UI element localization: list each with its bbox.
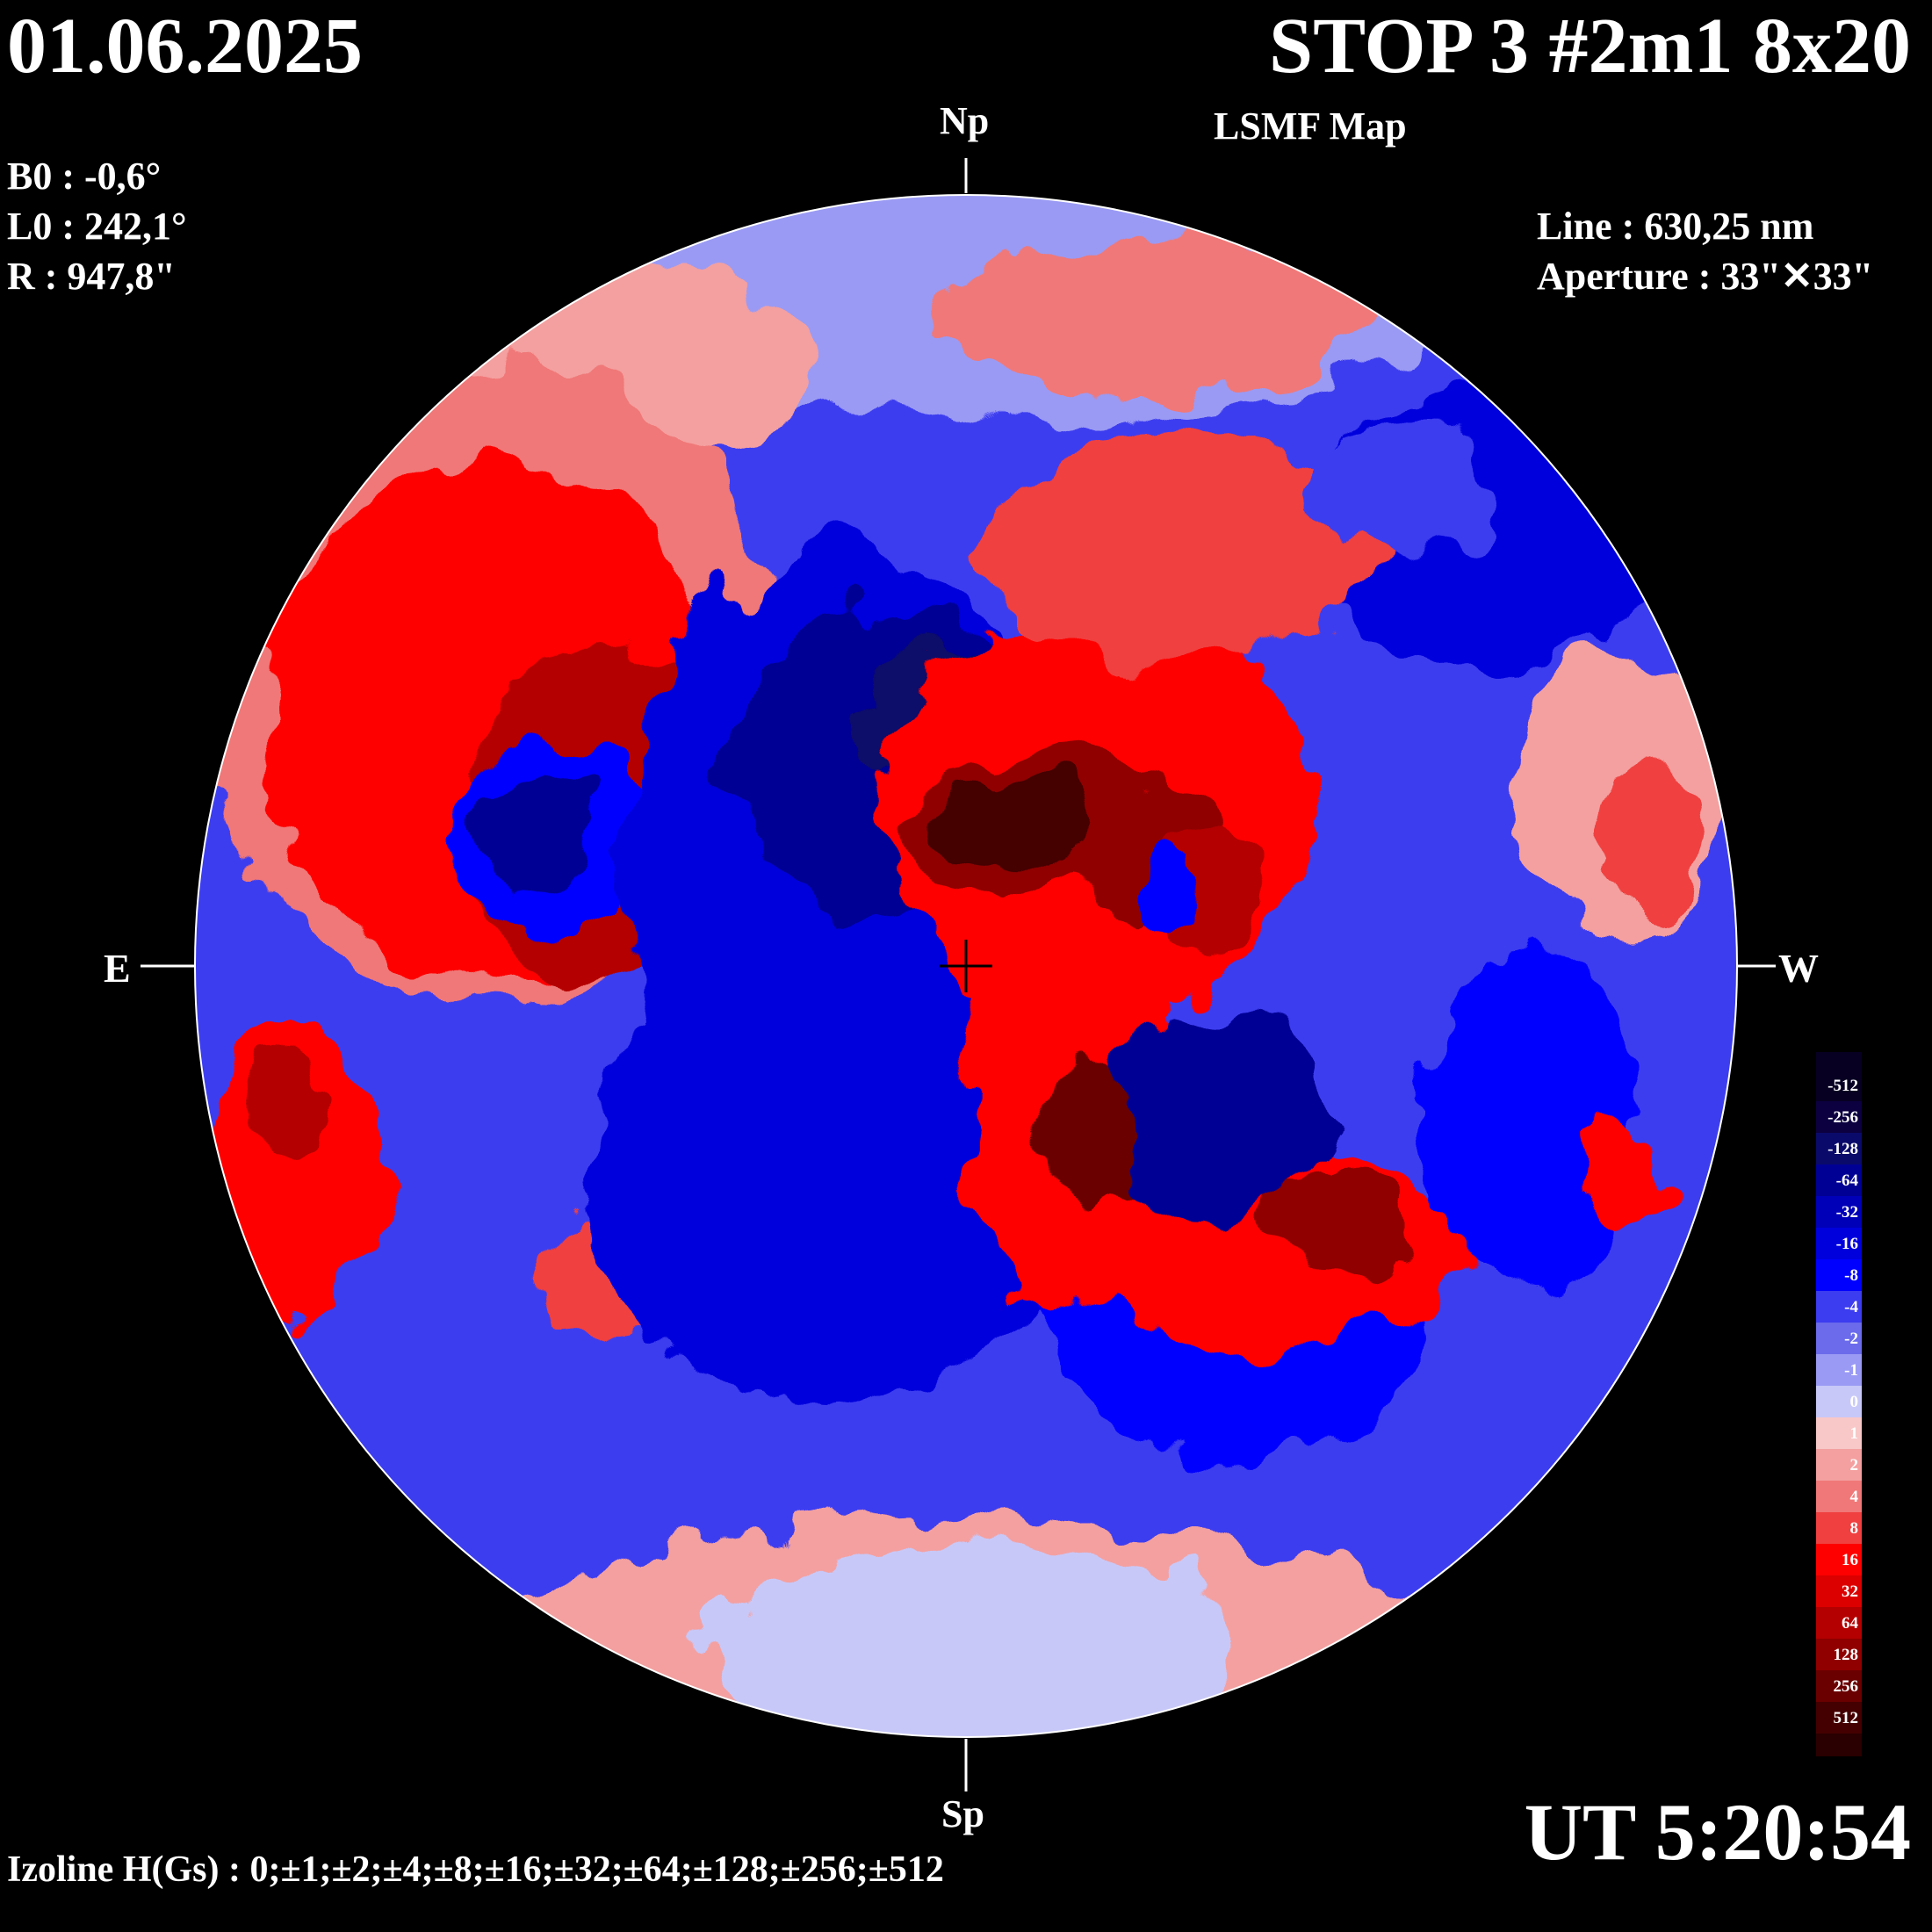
legend-label: 4	[1849, 1488, 1859, 1506]
legend-label: 128	[1833, 1646, 1859, 1664]
legend-label: -64	[1835, 1171, 1858, 1190]
legend-swatch	[1816, 1259, 1862, 1291]
legend-label: 256	[1833, 1677, 1859, 1696]
legend-label: -32	[1835, 1203, 1858, 1222]
legend-label: -256	[1827, 1108, 1858, 1127]
legend-label: 0	[1849, 1393, 1859, 1411]
legend-cap-bottom	[1816, 1734, 1862, 1756]
north-pole-label: Np	[940, 99, 990, 142]
legend-cap-top	[1816, 1052, 1862, 1070]
l0-value: L0 : 242,1°	[7, 205, 187, 248]
disk-center-crosshair	[940, 940, 992, 992]
legend-swatch	[1816, 1512, 1862, 1544]
legend-swatch	[1816, 1196, 1862, 1228]
spectral-line: Line : 630,25 nm	[1537, 205, 1814, 248]
legend-swatch	[1816, 1449, 1862, 1481]
legend-label: -2	[1844, 1330, 1858, 1348]
legend-label: 64	[1842, 1614, 1858, 1633]
legend-label: 2	[1849, 1456, 1859, 1474]
legend-swatch	[1816, 1323, 1862, 1354]
legend-swatch	[1816, 1101, 1862, 1133]
legend-label: -8	[1844, 1266, 1858, 1285]
legend-swatch	[1816, 1228, 1862, 1259]
legend-swatch	[1816, 1607, 1862, 1639]
legend-label: -4	[1844, 1298, 1858, 1316]
legend-swatch	[1816, 1291, 1862, 1323]
b0-value: B0 : -0,6°	[7, 155, 162, 198]
legend-label: -128	[1827, 1140, 1858, 1158]
legend-label: 8	[1849, 1519, 1859, 1538]
legend-swatch	[1816, 1670, 1862, 1702]
aperture-size: Aperture : 33"✕33"	[1537, 255, 1874, 298]
universal-time: UT 5:20:54	[1524, 1787, 1911, 1877]
legend-swatch	[1816, 1575, 1862, 1607]
south-pole-label: Sp	[941, 1792, 984, 1835]
legend-swatch	[1816, 1544, 1862, 1575]
legend-swatch	[1816, 1702, 1862, 1734]
legend-label: 1	[1849, 1424, 1859, 1443]
legend-swatch	[1816, 1417, 1862, 1449]
map-subtitle: LSMF Map	[1214, 105, 1407, 148]
west-label: W	[1778, 946, 1819, 991]
legend-swatch	[1816, 1070, 1862, 1101]
legend-swatch	[1816, 1164, 1862, 1196]
legend-swatch	[1816, 1386, 1862, 1417]
legend-swatch	[1816, 1639, 1862, 1670]
legend-swatch	[1816, 1133, 1862, 1164]
observation-date: 01.06.2025	[7, 3, 363, 90]
radius-value: R : 947,8"	[7, 255, 176, 298]
legend-swatch	[1816, 1354, 1862, 1386]
legend-label: 32	[1842, 1582, 1858, 1601]
legend-label: -512	[1827, 1077, 1858, 1095]
east-label: E	[104, 946, 131, 991]
isoline-levels: Izoline H(Gs) : 0;±1;±2;±4;±8;±16;±32;±6…	[7, 1849, 944, 1890]
legend-swatch	[1816, 1481, 1862, 1512]
legend-label: 512	[1833, 1709, 1859, 1727]
legend-label: 16	[1842, 1551, 1858, 1569]
legend-label: -16	[1835, 1235, 1858, 1253]
legend-label: -1	[1844, 1361, 1858, 1380]
map-title: STOP 3 #2m1 8x20	[1269, 3, 1911, 90]
solar-disk	[195, 195, 1737, 1737]
